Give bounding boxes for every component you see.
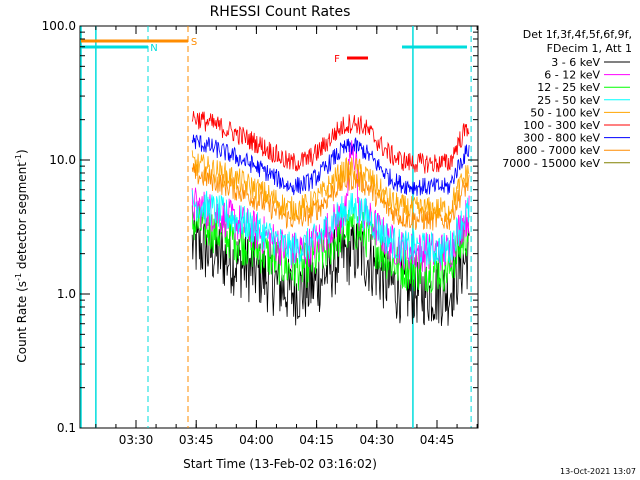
legend-label-7: 800 - 7000 keV (516, 144, 600, 157)
y-tick-label-3: 0.1 (57, 421, 76, 435)
y-axis-label-mid: detector segment (15, 162, 29, 273)
x-tick-label-5: 04:45 (420, 433, 455, 447)
y-axis-label-sup1: -1 (14, 273, 23, 281)
y-axis-label-end: ) (15, 149, 29, 154)
x-tick-label-4: 04:30 (360, 433, 395, 447)
y-axis-label-main: Count Rate (s (15, 281, 29, 363)
x-tick-label-2: 04:00 (239, 433, 274, 447)
legend-label-6: 300 - 800 keV (523, 132, 600, 145)
y-axis-label: Count Rate (s-1 detector segment-1) (14, 149, 29, 362)
series-line-1 (191, 140, 470, 272)
x-tick-label-0: 03:30 (119, 433, 154, 447)
legend-label-1: 6 - 12 keV (544, 69, 600, 82)
legend-header-2: FDecim 1, Att 1 (547, 42, 632, 55)
legend-label-8: 7000 - 15000 keV (502, 157, 600, 170)
y-axis: 100.0 10.0 1.0 0.1 (42, 19, 478, 435)
x-tick-label-1: 03:45 (179, 433, 214, 447)
y-tick-label-2: 1.0 (57, 287, 76, 301)
x-tick-label-3: 04:15 (299, 433, 334, 447)
y-axis-label-sup2: -1 (14, 154, 23, 162)
legend: Det 1f,3f,4f,5f,6f,9f, FDecim 1, Att 1 3… (502, 28, 632, 170)
legend-label-5: 100 - 300 keV (523, 119, 600, 132)
flag-label-n: N (150, 43, 157, 54)
generated-timestamp: 13-Oct-2021 13:07 (560, 467, 636, 476)
legend-label-3: 25 - 50 keV (537, 94, 600, 107)
series-line-6 (191, 134, 470, 196)
plot-frame (79, 25, 479, 429)
series-line-4 (191, 150, 470, 222)
legend-label-2: 12 - 25 keV (537, 81, 600, 94)
legend-label-0: 3 - 6 keV (551, 56, 600, 69)
svg-text:Count Rate (s-1 detector segme: Count Rate (s-1 detector segment-1) (14, 149, 29, 362)
plot-area: N S F (79, 25, 479, 429)
legend-label-4: 50 - 100 keV (530, 106, 600, 119)
series-line-5 (191, 111, 470, 174)
y-tick-label-1: 10.0 (49, 153, 76, 167)
x-axis: 03:30 03:45 04:00 04:15 04:30 04:45 (95, 26, 478, 447)
flag-label-s: S (191, 37, 197, 48)
x-axis-label: Start Time (13-Feb-02 03:16:02) (183, 457, 377, 471)
series-line-0 (191, 211, 470, 327)
flag-label-f: F (334, 54, 340, 65)
y-tick-label-0: 100.0 (42, 19, 76, 33)
legend-header-1: Det 1f,3f,4f,5f,6f,9f, (523, 28, 632, 41)
series-line-3 (191, 189, 470, 266)
chart-title: RHESSI Count Rates (210, 4, 351, 20)
